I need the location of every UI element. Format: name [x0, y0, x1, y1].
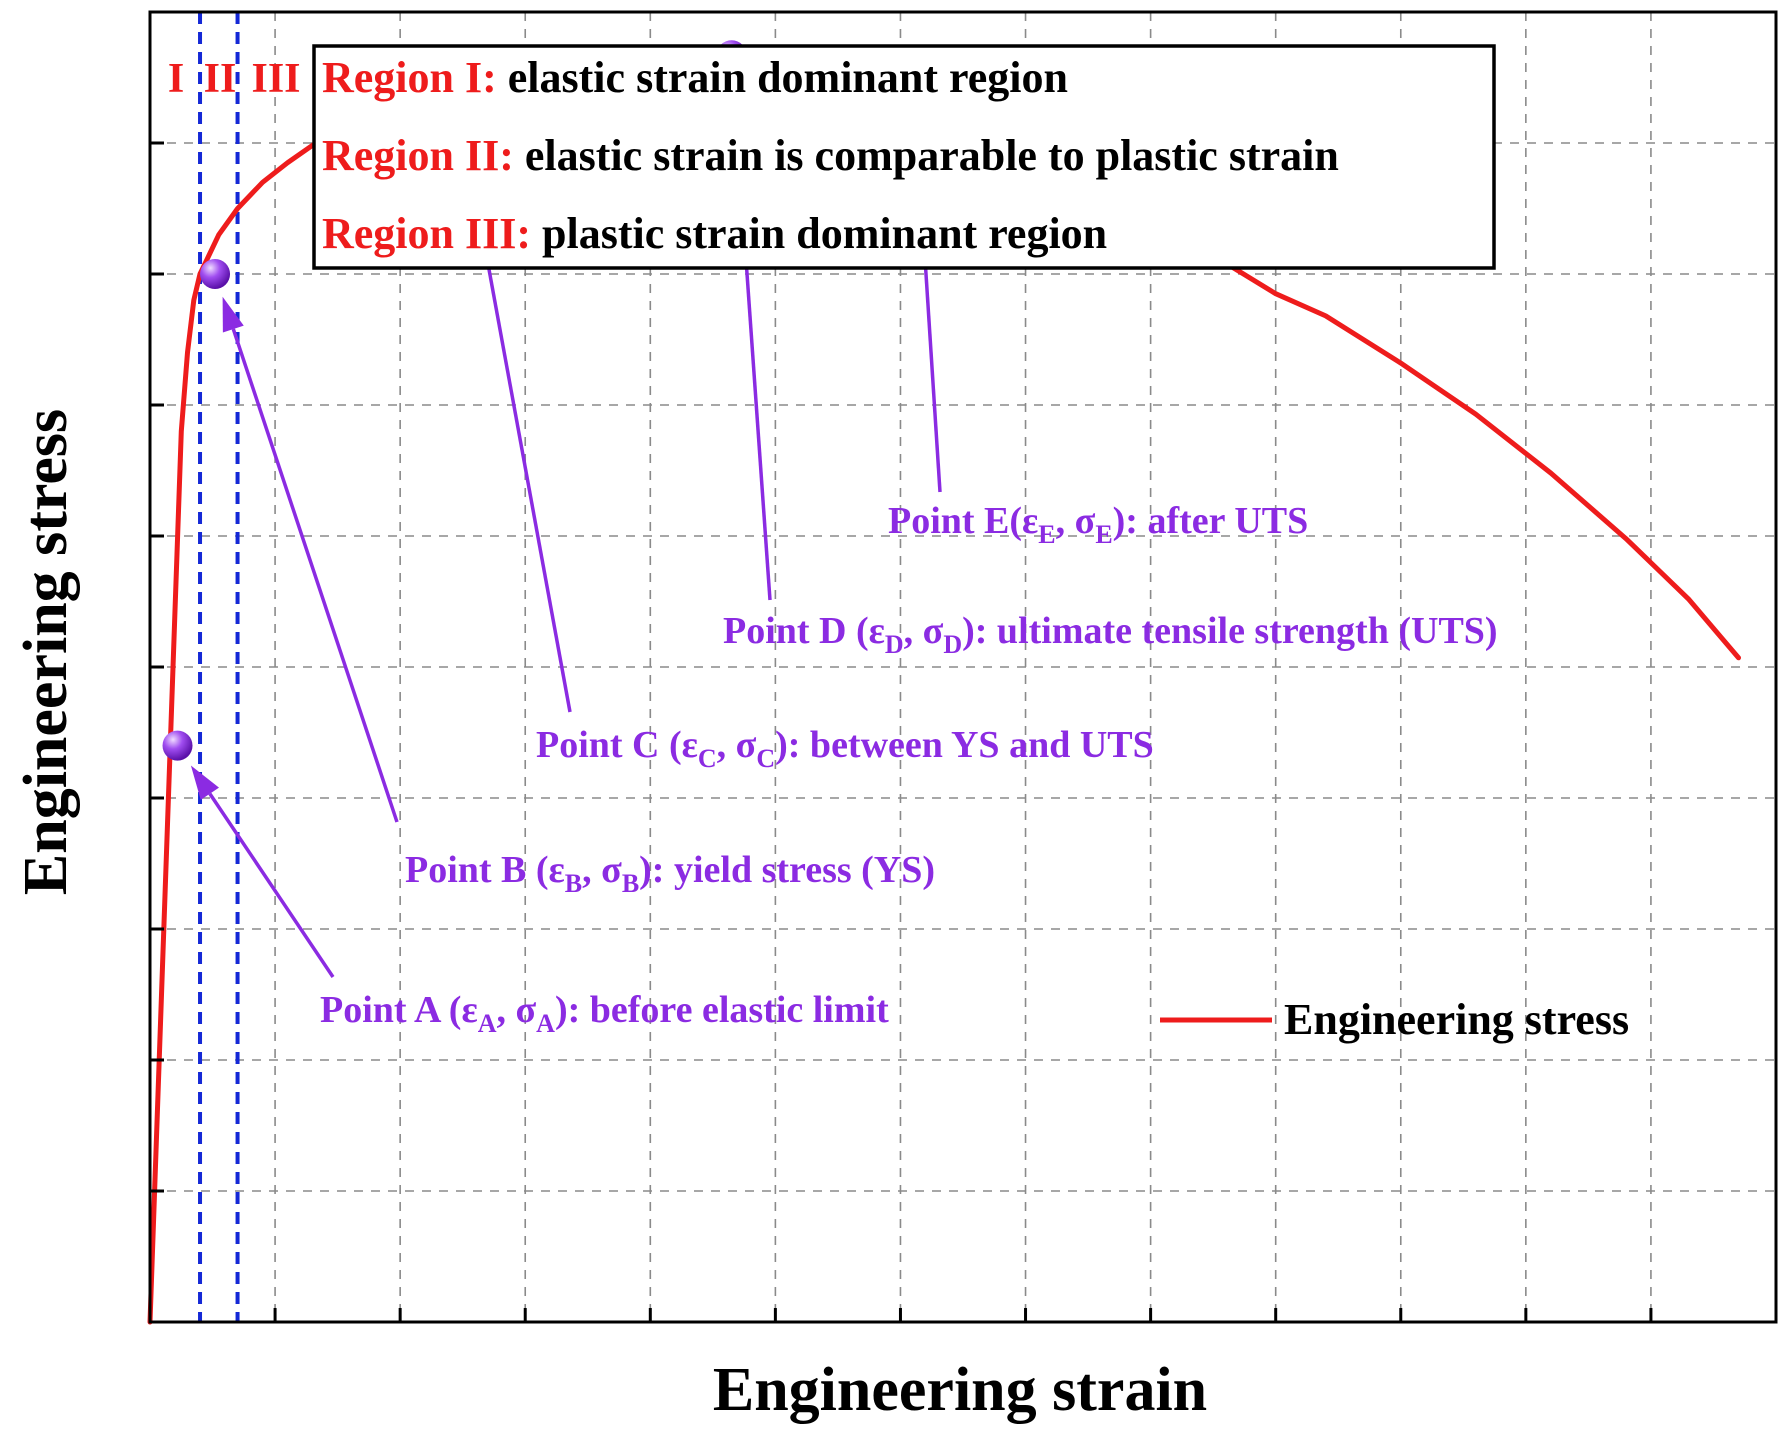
- region-labels: I II III: [168, 56, 301, 102]
- axes: [148, 10, 1778, 1324]
- region-box-frame: [312, 44, 1496, 270]
- region-name: Region II:: [322, 131, 525, 180]
- region-row: Region III: plastic strain dominant regi…: [322, 209, 1107, 258]
- region-description: elastic strain is comparable to plastic …: [525, 131, 1339, 180]
- region-row: Region II: elastic strain is comparable …: [322, 131, 1339, 180]
- region-label-iii: III: [251, 56, 300, 102]
- annotations: Point A (εA, σA): before elastic limit Po…: [162, 40, 1498, 1038]
- region-label-i: I: [168, 56, 184, 102]
- x-axis-label: Engineering strain: [713, 1356, 1207, 1424]
- point-d-label: Point D (εD, σD): ultimate tensile stren…: [723, 610, 1498, 659]
- annotation-arrow-b: [231, 328, 399, 823]
- legend-label: Engineering stress: [1284, 995, 1629, 1044]
- point-b-marker: [200, 259, 231, 289]
- point-a-marker: [162, 730, 193, 761]
- point-b-label: Point B (εB, σB): yield stress (YS): [405, 849, 935, 898]
- point-a-label: Point A (εA, σA): before elastic limit: [320, 989, 889, 1038]
- point-c-label: Point C (εC, σC): between YS and UTS: [536, 724, 1154, 773]
- y-axis-label: Engineering stress: [12, 409, 80, 895]
- region-boundary-lines: [198, 12, 240, 1322]
- annotation-arrow-a: [208, 792, 335, 978]
- region-row: Region I: elastic strain dominant region: [322, 53, 1068, 102]
- point-e-label: Point E(εE, σE): after UTS: [888, 500, 1308, 549]
- grid: [150, 12, 1776, 1322]
- region-name: Region III:: [322, 209, 542, 258]
- region-description: elastic strain dominant region: [508, 53, 1068, 102]
- region-description: plastic strain dominant region: [542, 209, 1107, 258]
- region-legend-box: Region I: elastic strain dominant region…: [312, 44, 1496, 270]
- arrow-head-b: [222, 296, 244, 333]
- arrow-head-a: [190, 765, 219, 800]
- region-label-ii: II: [204, 56, 237, 102]
- legend: Engineering stress: [1160, 995, 1629, 1044]
- region-name: Region I:: [322, 53, 508, 102]
